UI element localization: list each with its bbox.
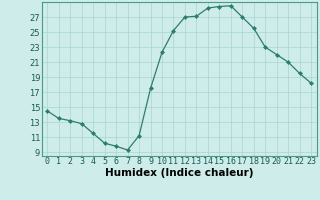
X-axis label: Humidex (Indice chaleur): Humidex (Indice chaleur) <box>105 168 253 178</box>
